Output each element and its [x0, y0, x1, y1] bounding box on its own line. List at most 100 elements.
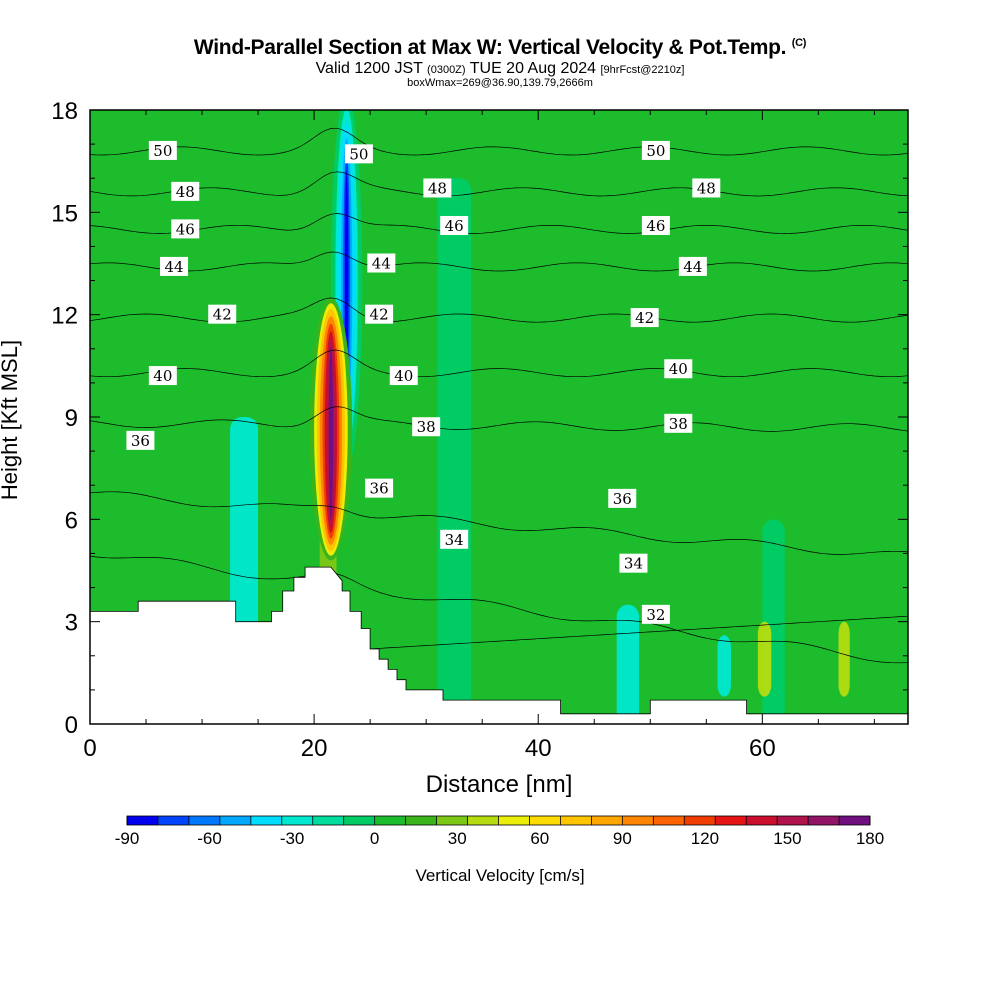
colorbar-segment: [622, 816, 654, 825]
terrain: [90, 566, 908, 724]
contour-label-box: [423, 178, 452, 198]
colorbar-segment: [250, 816, 283, 825]
contour-label-box: [630, 308, 659, 328]
contour-label-box: [678, 256, 707, 276]
contour-label: 50: [344, 144, 373, 164]
updraft-contour: [328, 346, 334, 521]
velocity-streak: [583, 212, 617, 588]
colorbar-segment: [777, 816, 809, 825]
contour-label: 36: [126, 430, 155, 450]
contour-label-text: 32: [646, 606, 665, 624]
x-tick-label: 0: [83, 735, 96, 762]
colorbar-tick-label: 60: [530, 829, 549, 848]
contour-label-box: [608, 488, 637, 508]
contour-label-box: [344, 144, 373, 164]
theta-contour-line: [90, 171, 908, 197]
contour-label-text: 48: [428, 179, 447, 197]
contour-label-text: 46: [176, 220, 195, 238]
colorbar-segment: [157, 816, 190, 825]
colorbar-segment: [405, 816, 437, 825]
y-tick-label: 18: [51, 98, 78, 125]
contour-label-text: 44: [164, 258, 183, 276]
colorbar-segment: [312, 816, 345, 825]
contour-label-box: [365, 304, 394, 324]
contour-label-box: [412, 417, 441, 437]
velocity-streak: [757, 621, 772, 697]
contour-label-text: 38: [669, 415, 688, 433]
contour-label-text: 42: [635, 309, 654, 327]
theta-contour-line: [90, 127, 908, 156]
x-tick-label: 20: [301, 735, 328, 762]
colorbar-tick-label: 150: [773, 829, 801, 848]
velocity-streak: [661, 587, 679, 697]
chart-boxinfo: boxWmax=269@36.90,139.79,2666m: [407, 77, 593, 89]
colorbar-segment: [653, 816, 685, 825]
velocity-streak: [838, 621, 850, 697]
contour-label-box: [208, 304, 237, 324]
contour-label-text: 40: [669, 360, 688, 378]
velocity-streak: [493, 604, 507, 697]
contour-label-text: 48: [176, 183, 195, 201]
contour-label-box: [171, 219, 200, 239]
contour-label: 36: [365, 478, 394, 498]
contour-label-box: [148, 366, 177, 386]
contour-label: 44: [367, 253, 396, 273]
contour-label-text: 50: [153, 142, 172, 160]
contour-label-text: 44: [683, 258, 702, 276]
y-tick-label: 3: [65, 610, 78, 637]
contour-label: 46: [440, 215, 469, 235]
contour-label: 36: [608, 488, 637, 508]
contour-label: 34: [619, 553, 648, 573]
contour-label-box: [365, 478, 394, 498]
y-tick-label: 15: [51, 200, 78, 227]
colorbar-segment: [715, 816, 747, 825]
contour-label-box: [641, 215, 670, 235]
contour-label-box: [664, 359, 693, 379]
colorbar-segment: [529, 816, 561, 825]
contour-label: 46: [171, 219, 200, 239]
contour-label: 34: [440, 529, 469, 549]
contour-label-text: 36: [613, 490, 632, 508]
contour-label: 32: [641, 604, 670, 624]
velocity-streak: [717, 635, 731, 697]
contour-label: 42: [208, 304, 237, 324]
colorbar-segment: [591, 816, 623, 825]
contour-label-box: [641, 604, 670, 624]
colorbar-segment: [127, 816, 159, 825]
colorbar-segment: [374, 816, 406, 825]
contour-label-box: [440, 529, 469, 549]
contour-label: 40: [664, 359, 693, 379]
x-tick-label: 60: [749, 735, 776, 762]
contour-label-box: [664, 413, 693, 433]
x-tick-label: 40: [525, 735, 552, 762]
velocity-streak: [112, 382, 141, 622]
colorbar-segment: [188, 816, 221, 825]
contour-label-text: 46: [646, 217, 665, 235]
y-tick-label: 0: [65, 712, 78, 739]
velocity-streak: [616, 604, 640, 724]
chart-subtitle: Valid 1200 JST (0300Z) TUE 20 Aug 2024 […: [315, 60, 685, 77]
contour-label-text: 36: [370, 480, 389, 498]
contour-label: 48: [692, 178, 721, 198]
colorbar-segment: [839, 816, 871, 825]
contour-label: 44: [678, 256, 707, 276]
contour-label-text: 38: [417, 418, 436, 436]
contour-label-text: 44: [372, 255, 391, 273]
contour-label-text: 40: [394, 367, 413, 385]
contour-label-text: 42: [370, 306, 389, 324]
contour-label-box: [692, 178, 721, 198]
contour-label: 50: [148, 140, 177, 160]
contour-label: 38: [412, 417, 441, 437]
contour-label-box: [160, 256, 189, 276]
theta-contour-line: [90, 555, 908, 664]
velocity-streak: [230, 417, 259, 639]
contour-label: 44: [160, 256, 189, 276]
velocity-streak: [437, 178, 471, 724]
y-tick-label: 6: [65, 507, 78, 534]
contour-label-text: 50: [646, 142, 665, 160]
contour-label-text: 42: [213, 306, 232, 324]
contour-label: 50: [641, 140, 670, 160]
contour-label-text: 34: [624, 555, 643, 573]
colorbar-tick-label: 180: [856, 829, 884, 848]
